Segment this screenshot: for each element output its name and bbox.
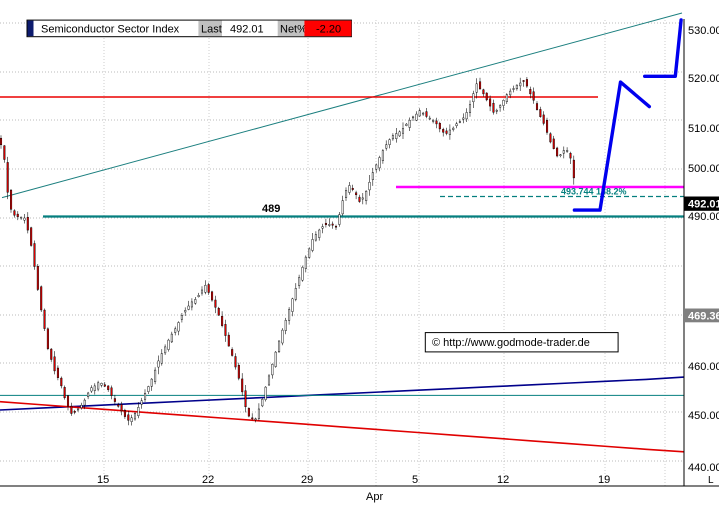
svg-text:Net%: Net% (280, 24, 307, 36)
svg-text:492.01: 492.01 (688, 199, 719, 211)
svg-text:© http://www.godmode-trader.de: © http://www.godmode-trader.de (432, 337, 590, 349)
svg-text:-2.20: -2.20 (316, 24, 341, 36)
svg-text:22: 22 (202, 474, 214, 486)
svg-text:15: 15 (97, 474, 109, 486)
svg-text:469.36: 469.36 (688, 311, 719, 323)
svg-text:Semiconductor Sector Index: Semiconductor Sector Index (41, 24, 180, 36)
svg-text:5: 5 (412, 474, 418, 486)
svg-text:29: 29 (301, 474, 313, 486)
svg-text:500.00: 500.00 (688, 163, 719, 175)
svg-text:Apr: Apr (366, 491, 383, 503)
svg-text:510.00: 510.00 (688, 123, 719, 135)
svg-text:490.00: 490.00 (688, 211, 719, 223)
svg-text:493.744 138.2%: 493.744 138.2% (561, 187, 627, 197)
svg-text:L: L (708, 475, 714, 486)
svg-text:530.00: 530.00 (688, 25, 719, 37)
svg-text:440.00: 440.00 (688, 462, 719, 474)
svg-text:520.00: 520.00 (688, 73, 719, 85)
svg-text:492.01: 492.01 (230, 24, 264, 36)
svg-text:12: 12 (497, 474, 509, 486)
svg-text:19: 19 (598, 474, 610, 486)
svg-text:460.00: 460.00 (688, 361, 719, 373)
svg-text:489: 489 (262, 203, 280, 215)
svg-text:Last: Last (201, 24, 222, 36)
svg-text:450.00: 450.00 (688, 410, 719, 422)
